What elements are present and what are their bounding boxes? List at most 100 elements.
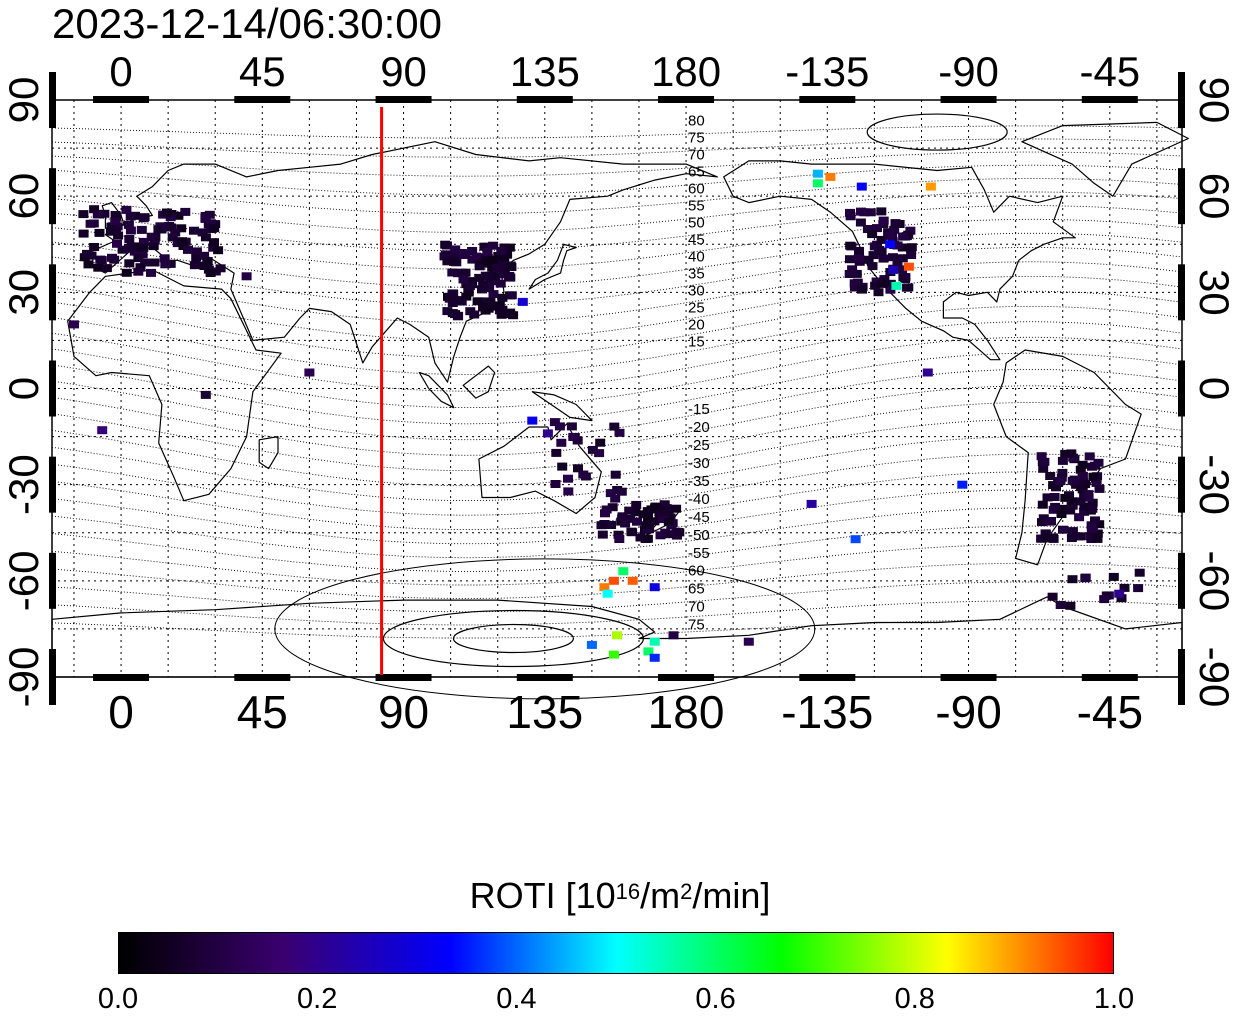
lon-label-bottom: 0 xyxy=(108,686,134,738)
roti-cell xyxy=(897,254,908,263)
geomag-label: -40 xyxy=(688,491,710,508)
roti-cell xyxy=(1060,449,1071,458)
roti-cell xyxy=(449,257,460,266)
lon-label-top: -135 xyxy=(785,48,869,95)
lat-label-left: -90 xyxy=(0,647,47,708)
roti-cell xyxy=(493,252,504,260)
roti-cell xyxy=(148,242,159,251)
geomagnetic-contour xyxy=(51,581,1183,613)
lon-tick-top xyxy=(375,96,432,103)
roti-cell xyxy=(1079,507,1090,516)
roti-cell xyxy=(1066,449,1077,458)
geomagnetic-contour xyxy=(51,151,1183,177)
roti-cell xyxy=(812,169,823,178)
roti-cell xyxy=(1133,584,1144,593)
roti-cell xyxy=(1036,534,1047,543)
roti-cell xyxy=(89,205,100,214)
roti-cell xyxy=(624,506,635,515)
roti-cell xyxy=(872,224,882,233)
roti-cell xyxy=(1048,533,1058,542)
roti-cell xyxy=(549,418,560,427)
roti-cell xyxy=(649,517,660,526)
roti-cell xyxy=(482,254,493,262)
roti-cell xyxy=(1049,493,1060,501)
roti-cell xyxy=(659,508,670,517)
geomag-label: 70 xyxy=(688,147,705,164)
roti-cell xyxy=(479,242,490,251)
roti-cell xyxy=(138,243,149,252)
roti-cell xyxy=(110,217,121,226)
roti-cell xyxy=(1038,464,1049,473)
geomagnetic-contour xyxy=(51,246,1183,306)
roti-cell xyxy=(897,243,908,252)
roti-cell xyxy=(903,283,914,292)
roti-cell xyxy=(1077,471,1088,480)
geomagnetic-contour xyxy=(51,205,1183,252)
roti-cell xyxy=(1075,532,1086,541)
roti-cell xyxy=(879,275,890,284)
roti-cell xyxy=(1074,513,1085,522)
roti-cell xyxy=(632,517,642,526)
lon-tick-bottom xyxy=(1081,674,1138,681)
roti-cell xyxy=(1090,516,1100,525)
roti-cell xyxy=(856,207,866,216)
lat-label-left: 0 xyxy=(0,377,47,400)
roti-cell xyxy=(99,209,110,218)
roti-cell xyxy=(857,285,867,294)
roti-cell xyxy=(92,210,103,219)
geomagnetic-contour xyxy=(51,321,1183,392)
roti-cell xyxy=(586,640,597,649)
roti-cell xyxy=(602,589,613,598)
roti-cell xyxy=(497,305,508,314)
roti-cell xyxy=(1068,453,1079,462)
roti-cell xyxy=(903,230,914,239)
roti-map: 8075706560555045403530252015-15-20-25-30… xyxy=(0,48,1238,738)
lon-label-bottom: 135 xyxy=(506,686,583,738)
roti-cell xyxy=(649,637,660,646)
geomag-label: 65 xyxy=(688,164,705,181)
roti-cell xyxy=(1092,534,1103,543)
roti-cell xyxy=(191,253,202,262)
geomag-label: 40 xyxy=(688,249,705,266)
roti-cell xyxy=(139,213,150,222)
lat-tick-left xyxy=(49,72,56,128)
roti-cell xyxy=(566,422,577,431)
roti-cell xyxy=(213,246,224,255)
roti-cell xyxy=(643,647,654,656)
roti-cell xyxy=(892,258,903,267)
roti-cell xyxy=(140,258,151,267)
roti-cell xyxy=(743,637,754,646)
colorbar xyxy=(118,932,1114,974)
lat-tick-right xyxy=(1178,360,1185,417)
geomagnetic-contour xyxy=(51,164,1183,196)
colorbar-title-mid: /m xyxy=(640,875,681,916)
roti-cell xyxy=(489,302,500,311)
roti-cell xyxy=(1065,601,1076,610)
roti-cell xyxy=(596,521,607,530)
roti-cell xyxy=(110,226,121,235)
roti-cell xyxy=(136,225,147,234)
roti-cell xyxy=(891,281,902,290)
roti-cell xyxy=(146,232,157,241)
roti-cell xyxy=(1056,510,1067,518)
roti-cell xyxy=(865,208,876,217)
continent-madagascar xyxy=(258,436,279,470)
roti-cell xyxy=(112,222,123,231)
roti-cell xyxy=(1057,456,1068,465)
roti-cell xyxy=(1078,478,1089,486)
roti-cell xyxy=(95,255,106,264)
roti-cell xyxy=(1045,472,1056,480)
geomagnetic-contour xyxy=(51,600,1183,626)
lon-tick-top xyxy=(234,96,291,103)
roti-cell xyxy=(1036,452,1047,461)
roti-cell xyxy=(504,271,515,280)
roti-cell xyxy=(573,464,583,473)
roti-cell xyxy=(876,207,887,216)
lon-tick-top xyxy=(93,96,150,103)
roti-cell xyxy=(1086,524,1097,533)
geomag-label: 75 xyxy=(688,130,705,147)
roti-cell xyxy=(557,462,568,471)
roti-cell xyxy=(556,438,567,447)
roti-cell xyxy=(867,262,878,271)
roti-cell xyxy=(658,515,669,524)
